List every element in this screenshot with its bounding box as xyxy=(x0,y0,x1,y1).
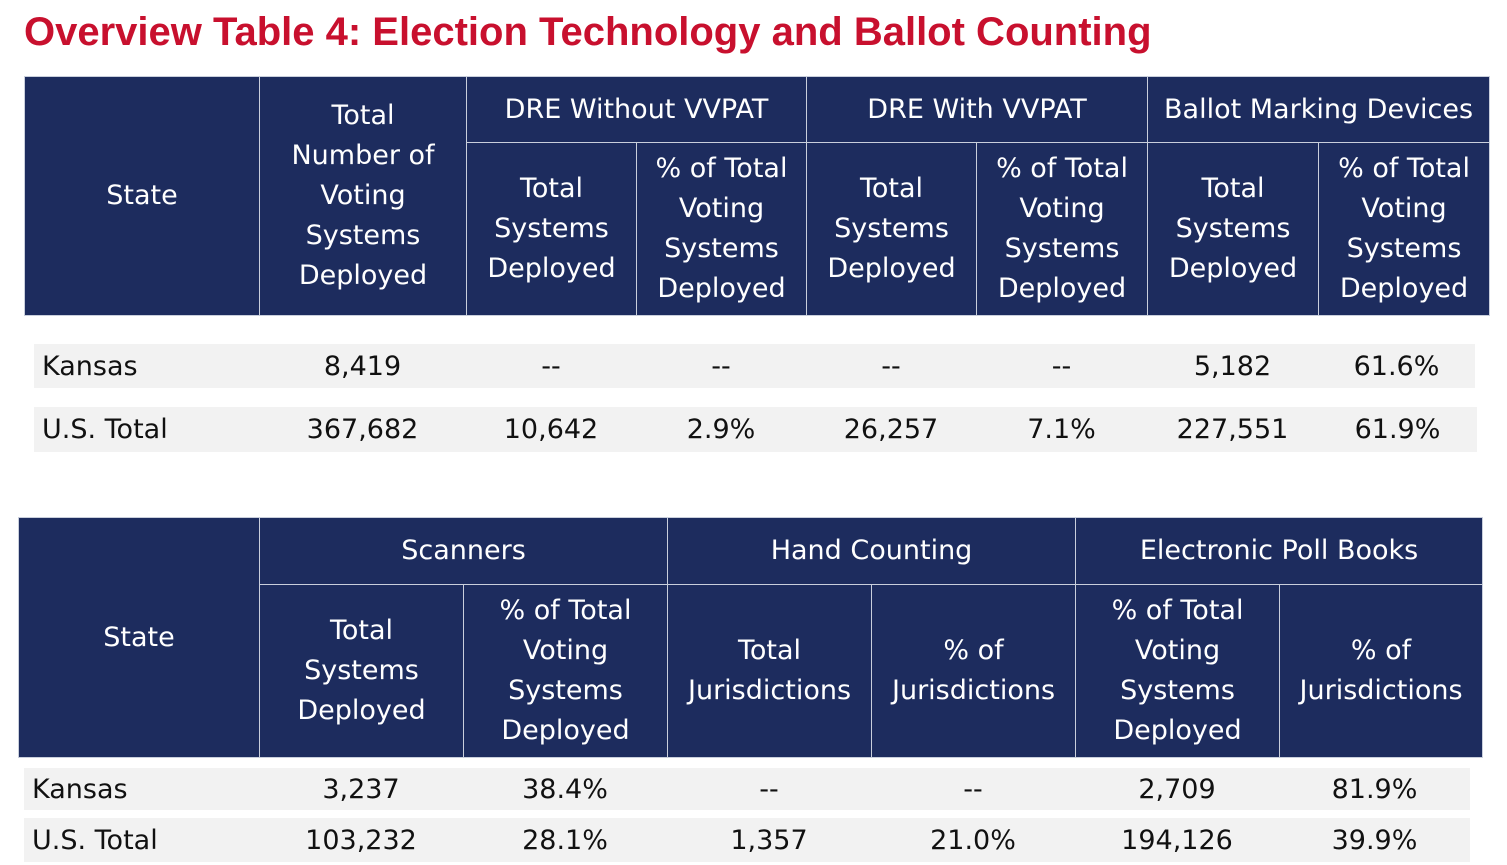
col-header-dre-with-total: Total Systems Deployed xyxy=(806,142,978,316)
cell-bmd-total: 227,551 xyxy=(1176,414,1289,445)
cell-state: U.S. Total xyxy=(42,414,168,445)
cell-state: Kansas xyxy=(32,773,128,805)
cell-state: Kansas xyxy=(42,350,138,382)
col-header-state: State xyxy=(18,517,260,758)
col-header-epb-pct-total: % of Total Voting Systems Deployed xyxy=(1075,584,1281,758)
cell-dre-no-total: -- xyxy=(541,350,561,382)
cell-dre-no-pct: -- xyxy=(711,350,731,382)
table-row: Kansas 3,237 38.4% -- -- 2,709 81.9% xyxy=(24,768,1470,810)
col-header-scan-pct: % of Total Voting Systems Deployed xyxy=(462,584,669,758)
group-header-hand-counting: Hand Counting xyxy=(667,517,1077,585)
table2-header: State Scanners Hand Counting Electronic … xyxy=(18,517,1484,758)
cell-epb-total: 2,709 xyxy=(1138,773,1216,805)
col-header-total-systems: Total Number of Voting Systems Deployed xyxy=(259,76,467,316)
cell-scan-total: 103,232 xyxy=(305,824,417,856)
group-header-dre-with-vvpat: DRE With VVPAT xyxy=(806,76,1149,143)
cell-scan-total: 3,237 xyxy=(322,773,400,805)
group-header-ballot-marking-devices: Ballot Marking Devices xyxy=(1147,76,1491,143)
group-header-scanners: Scanners xyxy=(258,517,669,585)
cell-bmd-pct: 61.9% xyxy=(1354,414,1441,445)
col-header-hand-total: Total Jurisdictions xyxy=(667,584,873,758)
cell-dre-with-total: -- xyxy=(881,350,901,382)
col-header-dre-no-pct: % of Total Voting Systems Deployed xyxy=(635,142,808,316)
cell-dre-with-pct: 7.1% xyxy=(1027,414,1096,445)
cell-total: 8,419 xyxy=(323,350,402,382)
col-header-bmd-total: Total Systems Deployed xyxy=(1147,142,1320,316)
cell-hand-pct: -- xyxy=(963,773,983,805)
table-row: Kansas 8,419 -- -- -- -- 5,182 61.6% xyxy=(34,344,1475,388)
cell-state: U.S. Total xyxy=(32,824,158,856)
col-header-dre-with-pct: % of Total Voting Systems Deployed xyxy=(976,142,1149,316)
table-row: U.S. Total 367,682 10,642 2.9% 26,257 7.… xyxy=(34,407,1477,452)
table1-header: State Total Number of Voting Systems Dep… xyxy=(24,76,1491,316)
cell-scan-pct: 28.1% xyxy=(522,824,608,856)
cell-epb-total: 194,126 xyxy=(1121,824,1233,856)
col-header-hand-pct: % of Jurisdictions xyxy=(871,584,1077,758)
cell-epb-pct: 81.9% xyxy=(1331,773,1418,805)
col-header-dre-no-total: Total Systems Deployed xyxy=(466,142,637,316)
group-header-dre-without-vvpat: DRE Without VVPAT xyxy=(465,76,808,143)
cell-bmd-total: 5,182 xyxy=(1193,350,1272,382)
cell-epb-pct: 39.9% xyxy=(1331,824,1418,856)
col-header-scan-total: Total Systems Deployed xyxy=(259,584,464,758)
col-header-state: State xyxy=(24,76,260,316)
cell-dre-no-pct: 2.9% xyxy=(686,414,756,445)
cell-hand-total: 1,357 xyxy=(730,824,808,856)
page-title: Overview Table 4: Election Technology an… xyxy=(24,10,1152,54)
cell-total: 367,682 xyxy=(306,414,419,445)
cell-scan-pct: 38.4% xyxy=(522,773,608,805)
col-header-bmd-pct: % of Total Voting Systems Deployed xyxy=(1318,142,1491,316)
cell-hand-pct: 21.0% xyxy=(930,824,1016,856)
cell-hand-total: -- xyxy=(759,773,779,805)
cell-dre-with-pct: -- xyxy=(1051,350,1072,382)
table-row: U.S. Total 103,232 28.1% 1,357 21.0% 194… xyxy=(24,818,1470,862)
cell-dre-no-total: 10,642 xyxy=(503,414,599,445)
cell-dre-with-total: 26,257 xyxy=(843,414,939,445)
group-header-electronic-poll-books: Electronic Poll Books xyxy=(1075,517,1484,585)
cell-bmd-pct: 61.6% xyxy=(1353,350,1440,382)
col-header-epb-pct-jur: % of Jurisdictions xyxy=(1279,584,1484,758)
